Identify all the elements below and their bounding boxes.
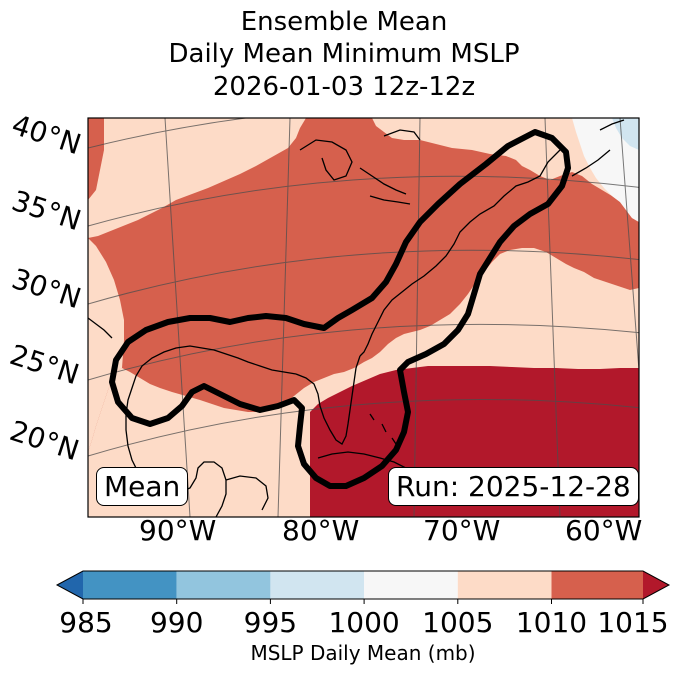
colorbar-bin-990 — [176, 571, 271, 599]
parallel-20 — [88, 398, 639, 457]
coast-great-lakes — [299, 129, 421, 205]
colorbar-ticks — [82, 599, 644, 604]
colorbar-tick-985: 985 — [59, 606, 113, 639]
pressure-field-1010-west — [88, 118, 104, 200]
colorbar-tick-1010: 1010 — [515, 606, 588, 639]
colorbar-tick-1005: 1005 — [422, 606, 494, 639]
coast-bahamas — [369, 413, 397, 445]
lon-label-90w: 90°W — [139, 514, 217, 547]
colorbar-bin-995 — [270, 571, 365, 599]
title-line-2: Daily Mean Minimum MSLP — [168, 39, 520, 69]
colorbar-tick-995: 995 — [243, 606, 298, 639]
colorbar-bin-985 — [83, 571, 177, 599]
run-date-box: Run: 2025-12-28 — [388, 467, 639, 506]
map-frame — [87, 117, 640, 518]
meridian-60 — [544, 118, 561, 517]
colorbar-bin-1005 — [457, 571, 552, 599]
colorbar-tick-990: 990 — [149, 606, 204, 639]
title-line-1: Ensemble Mean — [240, 7, 448, 37]
colorbar-bin-1000 — [364, 571, 458, 599]
mean-label-box: Mean — [96, 467, 189, 506]
lon-label-60w: 60°W — [565, 514, 643, 547]
colorbar-tick-1000: 1000 — [328, 606, 400, 639]
parallel-40 — [88, 118, 250, 149]
meridian-55 — [619, 118, 639, 378]
colorbar-under-arrow — [57, 571, 83, 599]
pressure-field-995 — [612, 118, 639, 150]
lon-label-70w: 70°W — [423, 514, 501, 547]
lon-label-80w: 80°W — [282, 514, 360, 547]
colorbar-over-arrow — [643, 571, 669, 599]
coast-mexico-west — [88, 317, 113, 339]
coast-florida — [295, 355, 361, 445]
pressure-field-1005-west — [88, 238, 124, 452]
colorbar-tick-1015: 1015 — [597, 606, 669, 639]
parallel-25 — [88, 323, 639, 381]
highlight-outline — [109, 129, 571, 489]
parallel-35 — [88, 175, 639, 227]
pressure-field-1010 — [88, 118, 639, 517]
parallel-30 — [88, 249, 639, 305]
title-line-3: 2026-01-03 12z-12z — [212, 72, 476, 102]
coast-us-east — [359, 149, 561, 357]
coast-nova-scotia — [571, 119, 625, 177]
graticule — [88, 118, 639, 517]
colorbar — [55, 570, 671, 604]
colorbar-label: MSLP Daily Mean (mb) — [250, 641, 476, 665]
meridian-70 — [413, 118, 421, 517]
coast-gulf — [125, 345, 297, 517]
colorbar-bin-1010 — [551, 571, 643, 599]
coast-yucatan — [225, 475, 269, 511]
map-area — [88, 118, 639, 517]
